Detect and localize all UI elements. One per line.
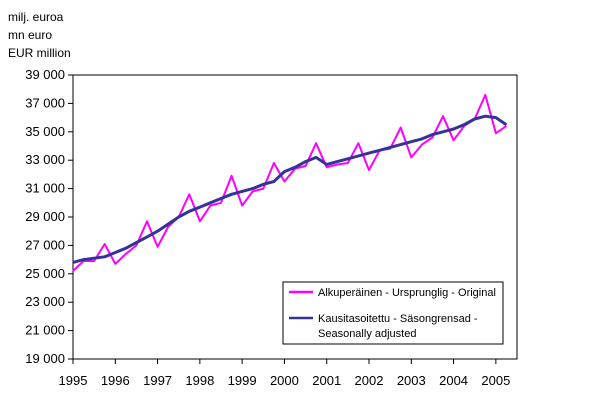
y-tick-label: 37 000 bbox=[25, 95, 65, 110]
y-tick-label: 27 000 bbox=[25, 237, 65, 252]
legend-label-adjusted-line1: Kausitasoitettu - Säsongrensad - bbox=[318, 313, 478, 325]
legend-label-adjusted-line2: Seasonally adjusted bbox=[318, 328, 416, 340]
legend: Alkuperäinen - Ursprunglig - Original Ka… bbox=[282, 281, 504, 345]
x-tick-label: 1996 bbox=[101, 373, 130, 388]
unit-label-sv: mn euro bbox=[8, 28, 53, 42]
unit-label-fi: milj. euroa bbox=[8, 10, 64, 24]
y-tick-label: 33 000 bbox=[25, 152, 65, 167]
unit-label-en: EUR million bbox=[8, 46, 71, 60]
x-axis: 1995 1996 1997 1998 1999 2000 2001 2002 2003 2004… bbox=[59, 359, 510, 388]
y-tick-label: 25 000 bbox=[25, 266, 65, 281]
x-tick-label: 2003 bbox=[397, 373, 426, 388]
x-tick-label: 2002 bbox=[355, 373, 384, 388]
x-tick-label: 1995 bbox=[59, 373, 88, 388]
legend-box bbox=[282, 281, 504, 345]
y-tick-label: 19 000 bbox=[25, 351, 65, 366]
y-tick-label: 39 000 bbox=[25, 67, 65, 82]
x-tick-label: 2004 bbox=[439, 373, 468, 388]
y-tick-label: 23 000 bbox=[25, 294, 65, 309]
x-tick-label: 2000 bbox=[270, 373, 299, 388]
y-tick-label: 35 000 bbox=[25, 124, 65, 139]
y-tick-label: 31 000 bbox=[25, 181, 65, 196]
y-tick-label: 29 000 bbox=[25, 209, 65, 224]
x-tick-label: 2005 bbox=[481, 373, 510, 388]
x-tick-label: 1998 bbox=[185, 373, 214, 388]
y-axis: 19 000 21 000 23 000 25 000 27 000 29 000 31 0… bbox=[25, 67, 73, 366]
y-tick-label: 21 000 bbox=[25, 323, 65, 338]
x-tick-label: 1997 bbox=[143, 373, 172, 388]
x-tick-label: 1999 bbox=[228, 373, 257, 388]
series-layer bbox=[72, 93, 508, 272]
series-line-seasonally-adjusted bbox=[72, 114, 508, 264]
series-line-original bbox=[72, 93, 507, 272]
x-tick-label: 2001 bbox=[312, 373, 341, 388]
legend-label-original: Alkuperäinen - Ursprunglig - Original bbox=[318, 287, 496, 299]
